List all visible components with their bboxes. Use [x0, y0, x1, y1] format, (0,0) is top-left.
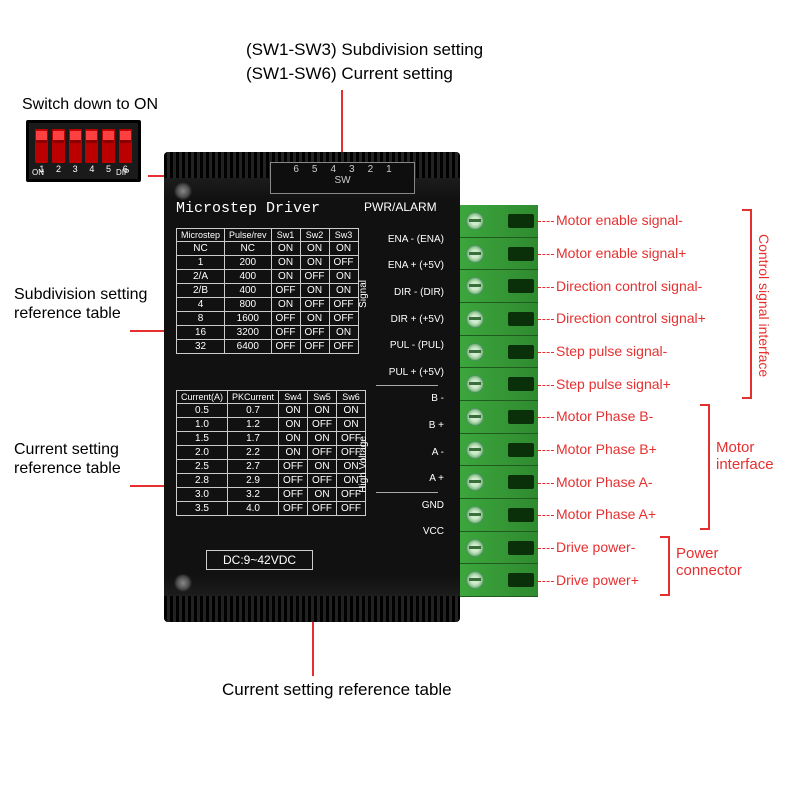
sw-numbers: 654321: [293, 164, 391, 175]
pin-label: Step pulse signal-: [556, 343, 667, 359]
pin-label: Direction control signal+: [556, 310, 706, 326]
right-labels: Motor enable signal- Motor enable signal+…: [556, 205, 736, 597]
pin-label: Direction control signal-: [556, 278, 702, 294]
pin-label: Drive power+: [556, 572, 639, 588]
pin-label: Motor enable signal+: [556, 245, 686, 261]
terminal-pin: [460, 532, 538, 565]
pin-label: Motor Phase A-: [556, 474, 653, 490]
left-anno-1: Subdivision setting reference table: [14, 285, 164, 323]
annotation-top2: (SW1-SW6) Current setting: [246, 64, 453, 84]
pin-label: Drive power-: [556, 539, 635, 555]
terminal-pin: [460, 401, 538, 434]
bracket-label-control: Control signal interface: [756, 234, 772, 377]
annotation-top1: (SW1-SW3) Subdivision setting: [246, 40, 483, 60]
bracket-label-motor: Motor interface: [716, 440, 796, 473]
pin-label: Motor Phase B-: [556, 408, 653, 424]
bracket-motor: [700, 404, 710, 530]
dc-voltage-label: DC:9~42VDC: [206, 550, 313, 570]
arrow-l1-line: [130, 330, 166, 332]
signal-separator: [376, 385, 438, 386]
microstep-table: MicrostepPulse/revSw1Sw2Sw3NCNCONONON120…: [176, 228, 359, 354]
sw-row: 654321 SW: [270, 162, 415, 194]
vertical-label-signal: Signal: [358, 280, 369, 308]
dip-on-text: ON: [32, 168, 44, 798]
signal-separator: [376, 492, 438, 493]
terminal-pin: [460, 336, 538, 369]
bracket-control: [742, 209, 752, 399]
dip-dip-text: DIP: [116, 168, 129, 798]
terminal-pin: [460, 466, 538, 499]
terminal-pin: [460, 499, 538, 532]
driver-panel: Microstep Driver PWR/ALARM MicrostepPuls…: [176, 200, 444, 594]
pwr-alarm-label: PWR/ALARM: [364, 200, 437, 214]
vertical-label-hv: High Voltage: [358, 436, 369, 493]
bracket-label-power: Power connector: [676, 546, 766, 579]
arrow-l2-line: [130, 485, 166, 487]
terminal-pin: [460, 434, 538, 467]
left-anno-2: Current setting reference table: [14, 440, 164, 478]
arrow-top-line: [341, 90, 343, 156]
bracket-power: [660, 536, 670, 596]
terminal-pin: [460, 238, 538, 271]
pin-label: Motor Phase B+: [556, 441, 657, 457]
terminal-pin: [460, 368, 538, 401]
sw-label: SW: [334, 175, 350, 186]
dip-title: Switch down to ON: [22, 96, 158, 114]
terminal-pin: [460, 303, 538, 336]
pin-label: Motor enable signal-: [556, 212, 683, 228]
terminal-pin: [460, 270, 538, 303]
current-table: Current(A)PKCurrentSw4Sw5Sw60.50.7ONONON…: [176, 390, 366, 516]
terminal-block: [460, 205, 538, 597]
mounting-screw: [174, 182, 192, 200]
pin-label: Motor Phase A+: [556, 506, 656, 522]
bottom-anno: Current setting reference table: [222, 680, 452, 700]
terminal-pin: [460, 564, 538, 597]
pin-label: Step pulse signal+: [556, 376, 671, 392]
terminal-pin: [460, 205, 538, 238]
